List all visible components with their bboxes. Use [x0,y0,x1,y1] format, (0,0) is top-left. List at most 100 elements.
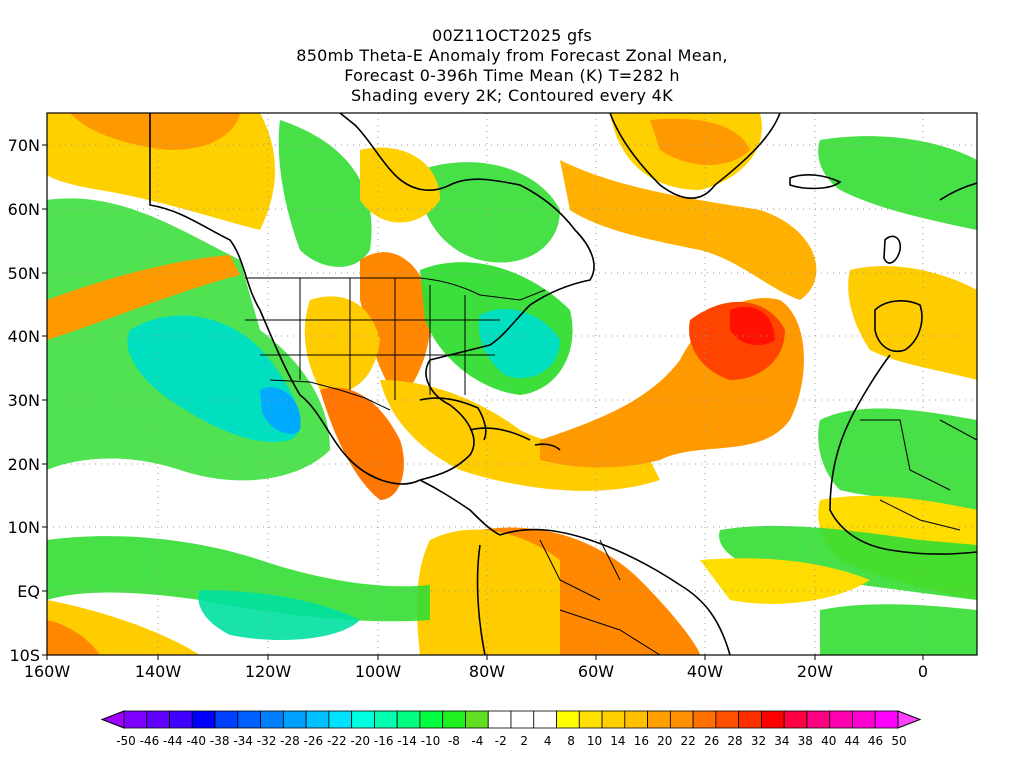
coast-hispaniola [534,443,561,451]
colorbar-label: 22 [681,734,696,748]
colorbar-box [328,710,353,729]
map-frame [46,112,978,656]
title-line-3: Forecast 0-396h Time Mean (K) T=282 h [344,66,680,85]
colorbar-label: 10 [587,734,602,748]
colorbar-label: -34 [233,734,253,748]
colorbar-box [669,710,694,729]
shade-baja-blue [260,387,301,434]
border-us-states [245,278,500,400]
shade-pac-green-2 [198,590,360,640]
colorbar-box [692,710,717,729]
colorbar-box [169,710,193,729]
colorbar-label: -50 [116,734,136,748]
colorbar-box [761,710,785,729]
colorbar-label: -16 [374,734,394,748]
shade-samerica-yellow [417,529,560,655]
colorbar-label: 34 [774,734,789,748]
colorbar-box [214,710,239,729]
lon-label: 160W [24,662,71,681]
colorbar-boxes [100,710,922,729]
colorbar-box [510,710,535,729]
colorbar-box [806,710,831,729]
colorbar-box [260,710,284,729]
lon-label: 140W [135,662,182,681]
colorbar-label: -4 [471,734,483,748]
coast-uk [883,235,902,264]
colorbar-box [715,710,740,729]
coast-iberia [874,300,923,352]
colorbar-label: 26 [704,734,719,748]
colorbar-label: -2 [495,734,507,748]
shade-alaska-yellow [47,113,275,230]
colorbar-label: -38 [210,734,230,748]
colorbar-label: -10 [421,734,441,748]
shade-east-us-cyan [478,309,560,379]
colorbar-box [396,710,421,729]
border-south-america [539,539,661,655]
colorbar-end-left [100,710,125,729]
colorbar-label: 4 [544,734,552,748]
lon-label: 80W [469,662,505,681]
colorbar-label: -22 [327,734,347,748]
shade-iceland-orange [650,118,750,165]
coastlines [149,113,977,655]
lat-label: 60N [8,200,40,219]
colorbar-label: 8 [567,734,575,748]
colorbar-box [442,710,466,729]
colorbar-box [305,710,330,729]
colorbar-label: 16 [634,734,649,748]
coast-south-america [476,528,731,655]
coast-scandinavia [939,182,977,201]
shade-pacific-orange-band [47,255,240,340]
shade-arctic-orange [70,113,240,150]
colorbar-label: -14 [397,734,417,748]
coast-central-america [419,479,501,536]
shade-natl-green [818,136,977,230]
shade-natl-swirl [560,160,817,300]
colorbar-label: 46 [868,734,883,748]
colorbar-label: 20 [657,734,672,748]
shade-pacific-cyan [127,315,301,442]
title-line-1: 00Z11OCT2025 gfs [432,26,592,45]
colorbar-label: -32 [257,734,277,748]
title-line-4: Shading every 2K; Contoured every 4K [351,86,673,105]
political-borders [245,277,977,655]
colorbar-label: -20 [350,734,370,748]
colorbar-label: 38 [798,734,813,748]
colorbar-box [556,710,580,729]
colorbar-label: 40 [821,734,836,748]
lon-label: 120W [245,662,292,681]
colorbar-box [533,710,557,729]
colorbar-box [829,710,853,729]
lon-label: 20W [797,662,833,681]
colorbar-box [351,710,375,729]
coast-north-america [149,113,595,485]
anomaly-shading [47,113,977,655]
colorbar-label: -40 [186,734,206,748]
lon-label: 40W [687,662,723,681]
colorbar-label: 50 [891,734,906,748]
coast-cuba [469,427,531,441]
longitude-axis: 160W 140W 120W 100W 80W 60W 40W 20W 0 [24,655,928,681]
lon-label: 0 [918,662,928,681]
colorbar-label: -46 [140,734,160,748]
lat-label: 30N [8,391,40,410]
coast-africa [829,354,977,555]
gridlines [47,113,977,655]
colorbar-box [465,710,489,729]
colorbar-box [578,710,603,729]
colorbar-label: -28 [280,734,300,748]
colorbar-box [624,710,648,729]
lon-label: 60W [578,662,614,681]
coast-greenland [609,113,781,199]
colorbar-box [783,710,808,729]
lat-label: 10N [8,518,40,537]
colorbar-box [374,710,398,729]
shade-atlantic-red [730,306,775,346]
colorbar-end-right [897,710,922,729]
lat-label: EQ [17,582,40,601]
colorbar-box [419,710,444,729]
colorbar-box [874,710,899,729]
colorbar-box [123,710,148,729]
